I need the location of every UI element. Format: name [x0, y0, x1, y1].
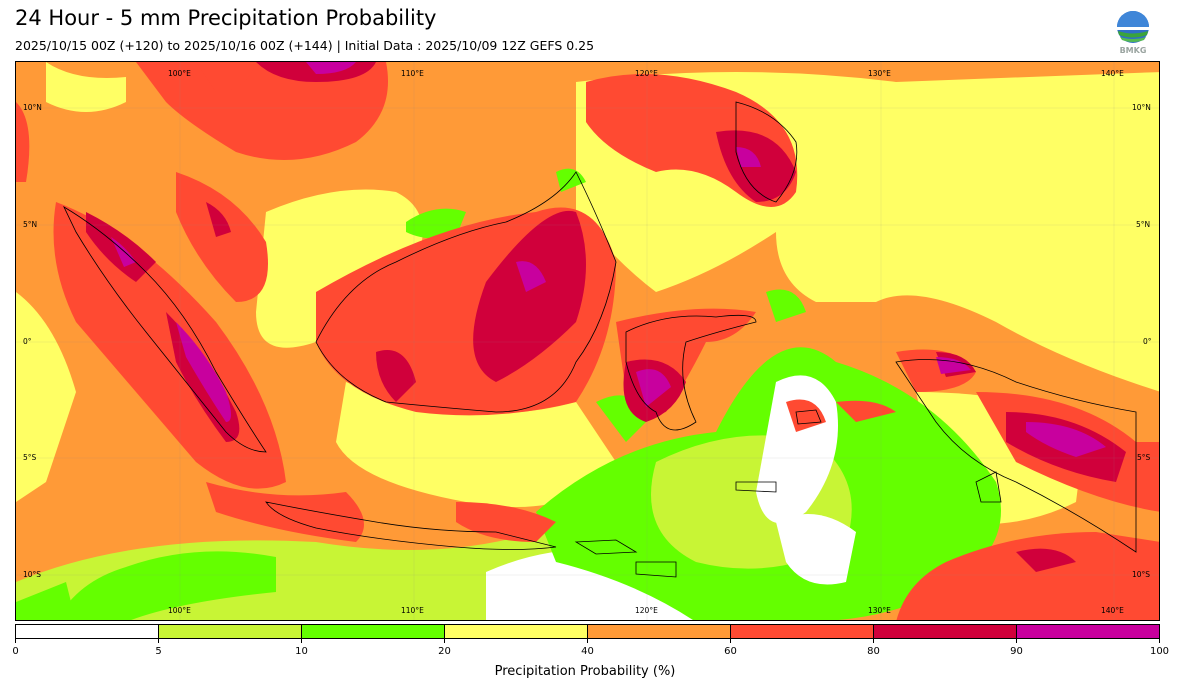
- lat-label-right-10s: 10°S: [1132, 570, 1151, 579]
- colorbar-tick-label: 90: [1010, 646, 1023, 657]
- lat-label-left-5s: 5°S: [23, 453, 37, 462]
- colorbar: [15, 624, 1160, 639]
- lat-label-left-10n: 10°N: [23, 103, 42, 112]
- lon-label-top-110: 110°E: [401, 69, 424, 78]
- colorbar-label-text: Precipitation Probability (%): [494, 664, 676, 679]
- colorbar-segment-7: [1017, 625, 1159, 638]
- lon-label-bottom-100: 100°E: [168, 606, 191, 615]
- colorbar-tick: [730, 639, 731, 643]
- colorbar-tick-label: 80: [867, 646, 880, 657]
- colorbar-tick: [15, 639, 16, 643]
- colorbar-tick-label: 20: [438, 646, 451, 657]
- colorbar-segment-5: [731, 625, 874, 638]
- lat-label-right-10n: 10°N: [1132, 103, 1151, 112]
- colorbar-tick: [873, 639, 874, 643]
- lon-label-bottom-120: 120°E: [635, 606, 658, 615]
- colorbar-tick: [1016, 639, 1017, 643]
- lon-label-bottom-140: 140°E: [1101, 606, 1124, 615]
- colorbar-tick-label: 60: [724, 646, 737, 657]
- colorbar-tick-label: 100: [1149, 646, 1170, 657]
- colorbar-segment-1: [159, 625, 302, 638]
- colorbar-tick: [444, 639, 445, 643]
- colorbar-segment-4: [588, 625, 731, 638]
- lon-label-top-140: 140°E: [1101, 69, 1124, 78]
- colorbar-tick: [158, 639, 159, 643]
- lon-label-top-130: 130°E: [868, 69, 891, 78]
- lat-label-right-0: 0°: [1143, 337, 1152, 346]
- lat-label-left-0: 0°: [23, 337, 32, 346]
- lat-label-right-5n: 5°N: [1136, 220, 1151, 229]
- bmkg-logo-icon: BMKG: [1110, 10, 1156, 56]
- colorbar-segment-2: [302, 625, 445, 638]
- precipitation-map: 100°E 110°E 120°E 130°E 140°E 100°E 110°…: [15, 61, 1160, 621]
- colorbar-tick: [587, 639, 588, 643]
- lat-label-left-10s: 10°S: [23, 570, 42, 579]
- colorbar-segment-0: [16, 625, 159, 638]
- lon-label-bottom-130: 130°E: [868, 606, 891, 615]
- colorbar-label: Precipitation Probability (%): [0, 664, 1180, 679]
- colorbar-tick-label: 0: [12, 646, 19, 657]
- colorbar-tick: [1159, 639, 1160, 643]
- lat-label-right-5s: 5°S: [1137, 453, 1151, 462]
- colorbar-segment-6: [874, 625, 1017, 638]
- colorbar-segment-3: [445, 625, 588, 638]
- colorbar-tick: [301, 639, 302, 643]
- map-canvas: [16, 62, 1159, 620]
- colorbar-tick-label: 40: [581, 646, 594, 657]
- lon-label-bottom-110: 110°E: [401, 606, 424, 615]
- colorbar-tick-label: 5: [155, 646, 162, 657]
- lon-label-top-100: 100°E: [168, 69, 191, 78]
- logo-text: BMKG: [1120, 46, 1147, 55]
- lat-label-left-5n: 5°N: [23, 220, 38, 229]
- map-subtitle: 2025/10/15 00Z (+120) to 2025/10/16 00Z …: [15, 38, 595, 53]
- colorbar-tick-label: 10: [295, 646, 308, 657]
- map-title: 24 Hour - 5 mm Precipitation Probability: [15, 6, 437, 30]
- lon-label-top-120: 120°E: [635, 69, 658, 78]
